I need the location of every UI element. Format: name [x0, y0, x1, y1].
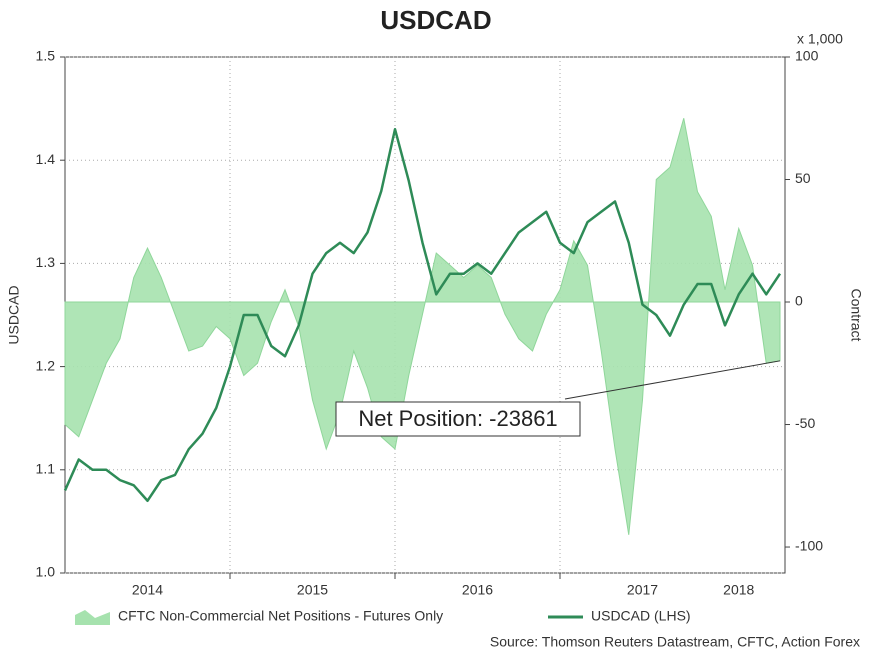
- x-tick-label: 2018: [723, 582, 754, 598]
- y-tick-label: 1.1: [36, 461, 56, 477]
- y2-tick-label: 50: [795, 170, 811, 186]
- y-tick-label: 1.0: [36, 564, 56, 580]
- source-note: Source: Thomson Reuters Datastream, CFTC…: [490, 634, 860, 650]
- annotation-box: [335, 401, 581, 437]
- y-tick-label: 1.4: [36, 151, 56, 167]
- y2-tick-label: -100: [795, 538, 823, 554]
- y-axis-label: USDCAD: [6, 285, 22, 344]
- legend-label: USDCAD (LHS): [591, 608, 691, 624]
- y-tick-label: 1.3: [36, 254, 56, 270]
- annotation-leader: [564, 360, 781, 400]
- area-series: [64, 118, 781, 535]
- x-tick-label: 2017: [627, 582, 658, 598]
- y2-tick-label: 100: [795, 48, 819, 64]
- legend-label: CFTC Non-Commercial Net Positions - Futu…: [118, 608, 443, 624]
- x-tick-label: 2014: [132, 582, 163, 598]
- chart-title: USDCAD: [380, 5, 491, 35]
- line-series: [63, 127, 782, 503]
- y-tick-label: 1.2: [36, 357, 56, 373]
- y2-unit: x 1,000: [797, 31, 843, 47]
- y-tick-label: 1.5: [36, 48, 56, 64]
- legend-swatch: [75, 610, 110, 625]
- y2-tick-label: -50: [795, 415, 815, 431]
- x-tick-label: 2015: [297, 582, 328, 598]
- y2-axis-label: Contract: [848, 289, 864, 342]
- annotation: Net Position: -23861: [358, 406, 557, 431]
- y2-tick-label: 0: [795, 293, 803, 309]
- x-tick-label: 2016: [462, 582, 493, 598]
- plot-layer: [63, 56, 785, 574]
- plot-area: [64, 56, 786, 574]
